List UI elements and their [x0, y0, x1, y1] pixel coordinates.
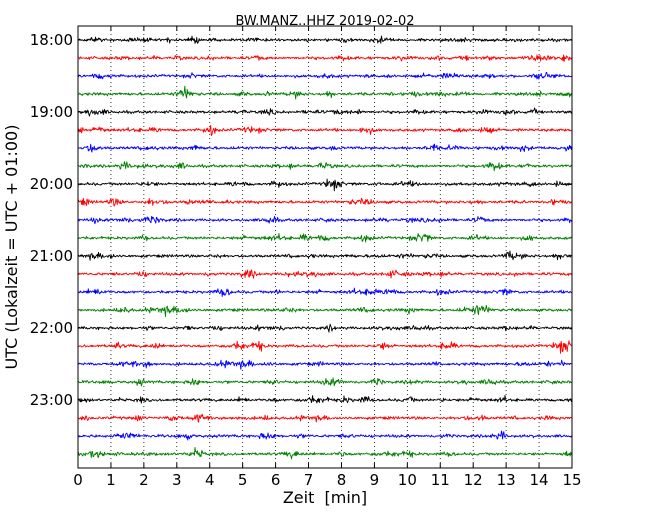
trace-1915 — [77, 124, 573, 136]
trace-2115 — [77, 269, 573, 279]
x-tick-label-14: 14 — [530, 471, 549, 489]
x-tick-label-5: 5 — [238, 471, 248, 489]
trace-2145 — [77, 304, 573, 318]
plot-frame — [77, 25, 573, 469]
trace-2300 — [77, 394, 573, 404]
x-tick-label-8: 8 — [337, 471, 347, 489]
trace-2230 — [77, 359, 573, 370]
x-tick-label-3: 3 — [172, 471, 182, 489]
trace-1815 — [77, 54, 573, 62]
vertical-grid — [110, 26, 540, 468]
trace-2200 — [77, 323, 573, 333]
trace-2130 — [77, 287, 573, 297]
x-tick-label-1: 1 — [106, 471, 116, 489]
trace-1845 — [77, 85, 573, 100]
chart-title: BW.MANZ..HHZ 2019-02-02 — [235, 14, 414, 29]
y-tick-label-2100: 21:00 — [30, 247, 73, 265]
trace-1830 — [77, 71, 573, 80]
trace-2045 — [77, 232, 573, 243]
trace-2345 — [77, 447, 573, 460]
trace-2015 — [77, 197, 573, 207]
trace-2000 — [77, 178, 573, 192]
trace-2215 — [77, 340, 573, 354]
trace-1800 — [77, 35, 573, 44]
trace-1945 — [77, 161, 573, 172]
x-tick-label-9: 9 — [370, 471, 380, 489]
x-tick-label-10: 10 — [398, 471, 417, 489]
y-tick-label-1800: 18:00 — [30, 31, 73, 49]
trace-2030 — [77, 215, 573, 225]
trace-1900 — [77, 107, 573, 117]
x-axis-ticks: 0 1 2 3 4 5 6 7 8 9 10 11 12 13 14 15 — [73, 26, 582, 489]
y-tick-label-2200: 22:00 — [30, 319, 73, 337]
x-tick-label-4: 4 — [205, 471, 215, 489]
trace-2315 — [77, 413, 573, 423]
x-tick-label-7: 7 — [304, 471, 314, 489]
x-tick-label-15: 15 — [562, 471, 581, 489]
trace-2330 — [77, 430, 573, 441]
trace-1930 — [77, 143, 573, 153]
y-tick-label-2000: 20:00 — [30, 175, 73, 193]
trace-2100 — [77, 250, 573, 261]
y-tick-label-2300: 23:00 — [30, 391, 73, 409]
y-tick-label-1900: 19:00 — [30, 103, 73, 121]
x-tick-label-0: 0 — [73, 471, 83, 489]
x-tick-label-12: 12 — [464, 471, 483, 489]
x-tick-label-2: 2 — [139, 471, 149, 489]
y-axis-ticks: 18:00 19:00 20:00 21:00 22:00 23:00 — [30, 31, 572, 409]
seismic-traces — [77, 35, 573, 460]
x-tick-label-13: 13 — [497, 471, 516, 489]
trace-2245 — [78, 377, 573, 387]
x-axis-label: Zeit [min] — [283, 488, 367, 507]
y-axis-label: UTC (Lokalzeit = UTC + 01:00) — [2, 125, 21, 370]
x-tick-label-11: 11 — [431, 471, 450, 489]
x-tick-label-6: 6 — [271, 471, 281, 489]
